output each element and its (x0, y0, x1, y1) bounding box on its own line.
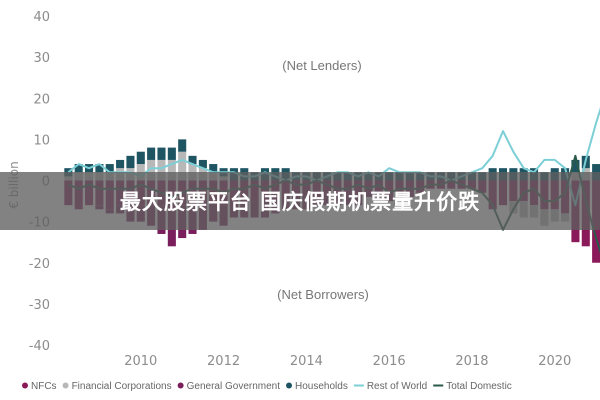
bar-segment (178, 139, 187, 152)
bar-segment (178, 151, 187, 181)
bar-segment (147, 159, 156, 181)
y-tick-label: -30 (29, 298, 50, 313)
bar-segment (188, 155, 197, 165)
bar-segment (74, 164, 83, 173)
y-tick-label: 40 (33, 10, 50, 25)
bar-segment (116, 159, 125, 169)
legend-marker (177, 382, 184, 389)
annotation-net-lenders: (Net Lenders) (282, 58, 361, 73)
bar-segment (95, 164, 104, 173)
x-tick-label: 2018 (455, 354, 488, 369)
bar-segment (147, 147, 156, 160)
x-tick-label: 2010 (124, 354, 157, 369)
bar-segment (167, 159, 176, 181)
y-tick-label: -40 (29, 339, 50, 354)
y-tick-label: 20 (33, 92, 50, 107)
legend-label: Total Domestic (446, 381, 512, 392)
bar-segment (209, 164, 218, 173)
legend: NFCs Financial Corporations General Govern… (22, 381, 512, 392)
legend-label: NFCs (31, 381, 57, 392)
x-axis: 2010 2012 2014 2016 2018 2020 (124, 354, 571, 369)
legend-marker (22, 382, 28, 389)
legend-label: Financial Corporations (72, 381, 172, 392)
legend-marker (286, 382, 293, 389)
bar-segment (198, 159, 207, 169)
x-tick-label: 2016 (373, 354, 406, 369)
bar-segment (105, 164, 114, 173)
bar-segment (167, 147, 176, 160)
y-tick-label: 30 (33, 51, 50, 66)
y-tick-label: -20 (29, 257, 50, 272)
bar-segment (571, 159, 580, 173)
overlay-banner: 最大股票平台 国庆假期机票量升价跌 (0, 172, 600, 230)
y-tick-label: 10 (33, 133, 50, 148)
bar-segment (136, 151, 145, 165)
x-tick-label: 2014 (290, 354, 323, 369)
bar-segment (157, 147, 166, 160)
annotation-net-borrowers: (Net Borrowers) (277, 287, 369, 302)
y-axis: 403020100-10-20-30-40 (29, 10, 50, 354)
bar-segment (126, 155, 135, 169)
legend-label: Rest of World (367, 381, 427, 392)
legend-label: Households (295, 381, 348, 392)
bar-segment (157, 159, 166, 181)
x-tick-label: 2020 (538, 354, 571, 369)
banner-text: 最大股票平台 国庆假期机票量升价跌 (119, 190, 481, 214)
legend-marker (62, 382, 69, 389)
legend-label: General Government (187, 381, 281, 392)
x-tick-label: 2012 (207, 354, 240, 369)
